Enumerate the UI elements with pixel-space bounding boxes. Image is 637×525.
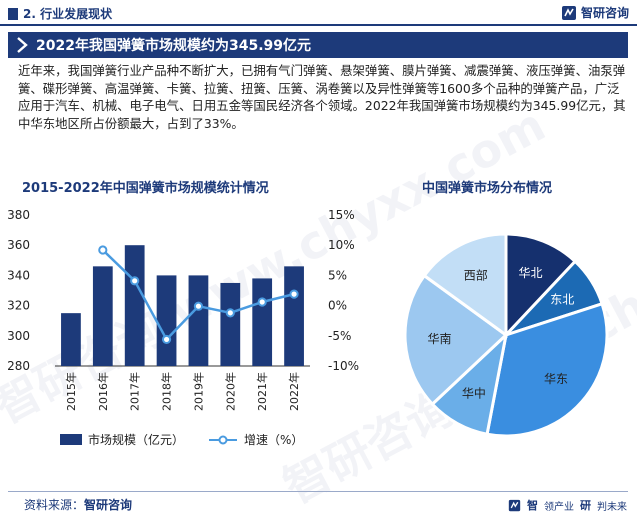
y-right-tick-label: 15% bbox=[328, 208, 355, 222]
intro-paragraph: 近年来，我国弹簧行业产品种不断扩大，已拥有气门弹簧、悬架弹簧、膜片弹簧、减震弹簧… bbox=[18, 63, 626, 131]
y-left-tick-label: 320 bbox=[7, 299, 30, 313]
brand: 智研咨询 bbox=[561, 4, 629, 21]
x-tick-label: 2019年 bbox=[191, 372, 205, 411]
chevron-right-icon bbox=[17, 37, 28, 53]
section-heading: 2. 行业发展现状 bbox=[8, 5, 112, 22]
y-left-tick-label: 360 bbox=[7, 238, 30, 252]
y-left-tick-label: 280 bbox=[7, 359, 30, 373]
section-label: 2. 行业发展现状 bbox=[23, 7, 113, 21]
brand-logo-icon bbox=[561, 5, 576, 20]
x-tick-label: 2022年 bbox=[287, 372, 301, 411]
y-left-tick-label: 340 bbox=[7, 268, 30, 282]
legend-bar-swatch bbox=[60, 434, 82, 445]
source-label: 资料来源： bbox=[24, 498, 85, 512]
legend-line-swatch bbox=[209, 435, 237, 444]
legend-bar: 市场规模（亿元） bbox=[60, 431, 184, 448]
footer-brand-b: 领产业 bbox=[544, 501, 574, 513]
x-tick-label: 2017年 bbox=[128, 372, 142, 411]
growth-point bbox=[257, 297, 267, 307]
source-value: 智研咨询 bbox=[84, 498, 133, 512]
x-tick-label: 2020年 bbox=[223, 372, 237, 411]
bar bbox=[252, 278, 273, 366]
pie-slice-label: 华南 bbox=[427, 331, 451, 346]
footer-logo-icon bbox=[508, 499, 521, 511]
bar bbox=[156, 275, 177, 366]
x-tick-label: 2021年 bbox=[255, 372, 269, 411]
y-right-tick-label: 0% bbox=[328, 299, 347, 313]
bar bbox=[124, 245, 145, 366]
footer-brand: 智领产业 研判未来 bbox=[508, 497, 627, 513]
pie-slice-label: 西部 bbox=[464, 268, 488, 283]
pie-slice-label: 东北 bbox=[550, 292, 574, 306]
pie-chart-title: 中国弹簧市场分布情况 bbox=[422, 181, 553, 196]
pie-slice bbox=[504, 232, 578, 339]
x-tick-label: 2015年 bbox=[64, 372, 78, 411]
x-tick-label: 2016年 bbox=[96, 372, 110, 411]
title-banner: 2022年我国弹簧市场规模约为345.99亿元 bbox=[8, 32, 628, 58]
top-bar: 2. 行业发展现状 智研咨询 bbox=[0, 0, 637, 26]
growth-point bbox=[193, 301, 204, 311]
pie-slice bbox=[485, 301, 609, 438]
bar bbox=[284, 266, 304, 366]
footer-brand-a: 智 bbox=[527, 499, 538, 512]
legend-line: 增速（%） bbox=[208, 431, 303, 448]
pie-slice-label: 华东 bbox=[544, 372, 568, 386]
bar bbox=[92, 266, 113, 366]
source-note: 资料来源：智研咨询 bbox=[24, 496, 132, 513]
pie-slice bbox=[422, 232, 508, 338]
banner-title: 2022年我国弹簧市场规模约为345.99亿元 bbox=[36, 38, 311, 54]
y-left-tick-label: 380 bbox=[7, 208, 30, 222]
bar bbox=[61, 313, 81, 366]
footer-divider bbox=[8, 491, 628, 492]
pie-slice-label: 华中 bbox=[462, 385, 486, 400]
y-right-tick-label: -5% bbox=[328, 329, 351, 343]
pie-slice bbox=[403, 273, 509, 407]
y-right-tick-label: 10% bbox=[328, 238, 355, 252]
section-marker-icon bbox=[8, 7, 18, 20]
brand-name: 智研咨询 bbox=[580, 6, 629, 20]
growth-point bbox=[289, 289, 299, 299]
growth-point bbox=[161, 334, 172, 345]
bar bbox=[220, 282, 241, 366]
x-tick-label: 2018年 bbox=[160, 372, 174, 411]
legend-line-label: 增速（%） bbox=[244, 433, 304, 447]
bar-chart-title: 2015-2022年中国弹簧市场规模统计情况 bbox=[22, 181, 269, 196]
growth-point bbox=[98, 245, 108, 255]
y-right-tick-label: -10% bbox=[328, 359, 359, 373]
pie-slice-label: 华北 bbox=[519, 266, 543, 280]
legend-bar-label: 市场规模（亿元） bbox=[88, 433, 185, 447]
bar bbox=[188, 275, 209, 366]
y-right-tick-label: 5% bbox=[328, 268, 347, 282]
footer-brand-d: 判未来 bbox=[597, 501, 627, 513]
y-left-tick-label: 300 bbox=[7, 329, 30, 343]
growth-point bbox=[130, 276, 140, 286]
growth-point bbox=[225, 308, 235, 318]
footer-brand-c: 研 bbox=[580, 499, 591, 512]
